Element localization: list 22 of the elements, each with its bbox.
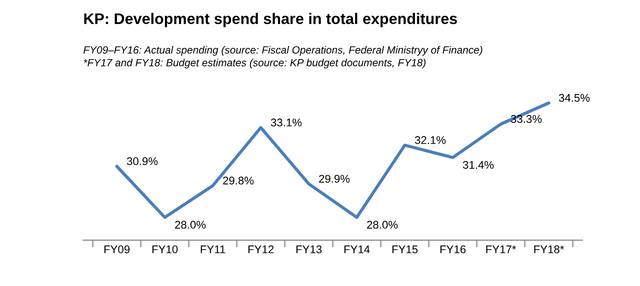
x-tick-label: FY16 [440, 245, 466, 254]
data-label: 34.5% [558, 94, 590, 102]
data-label: 33.1% [270, 118, 302, 126]
x-tick-label: FY15 [392, 246, 418, 254]
x-tick-label: FY12 [248, 245, 274, 254]
data-label: 33.3% [510, 115, 542, 123]
x-tick-label: FY18* [534, 245, 564, 254]
data-label: 32.1% [414, 136, 446, 144]
data-label: 29.9% [319, 174, 350, 183]
x-tick-label: FY10 [152, 245, 178, 254]
x-tick-label: FY17* [486, 246, 516, 254]
chart-subtitle: FY09–FY16: Actual spending (source: Fiscal Operations, Federal Ministryy of Finance) *FY17 and FY18: Budget estimates (source: KP budget documents, FY18) [84, 46, 482, 68]
chart-title: KP: Development spend share in total expenditures [84, 12, 457, 28]
x-tick-label: FY09 [104, 245, 130, 254]
data-label: 31.4% [462, 160, 494, 169]
x-tick-label: FY13 [296, 245, 322, 254]
x-tick-label: FY11 [200, 246, 226, 254]
data-label: 28.0% [175, 220, 206, 229]
data-label: 30.9% [126, 157, 158, 166]
data-label: 29.8% [223, 176, 254, 184]
x-tick-label: FY14 [344, 246, 370, 254]
data-label: 28.0% [367, 220, 398, 229]
